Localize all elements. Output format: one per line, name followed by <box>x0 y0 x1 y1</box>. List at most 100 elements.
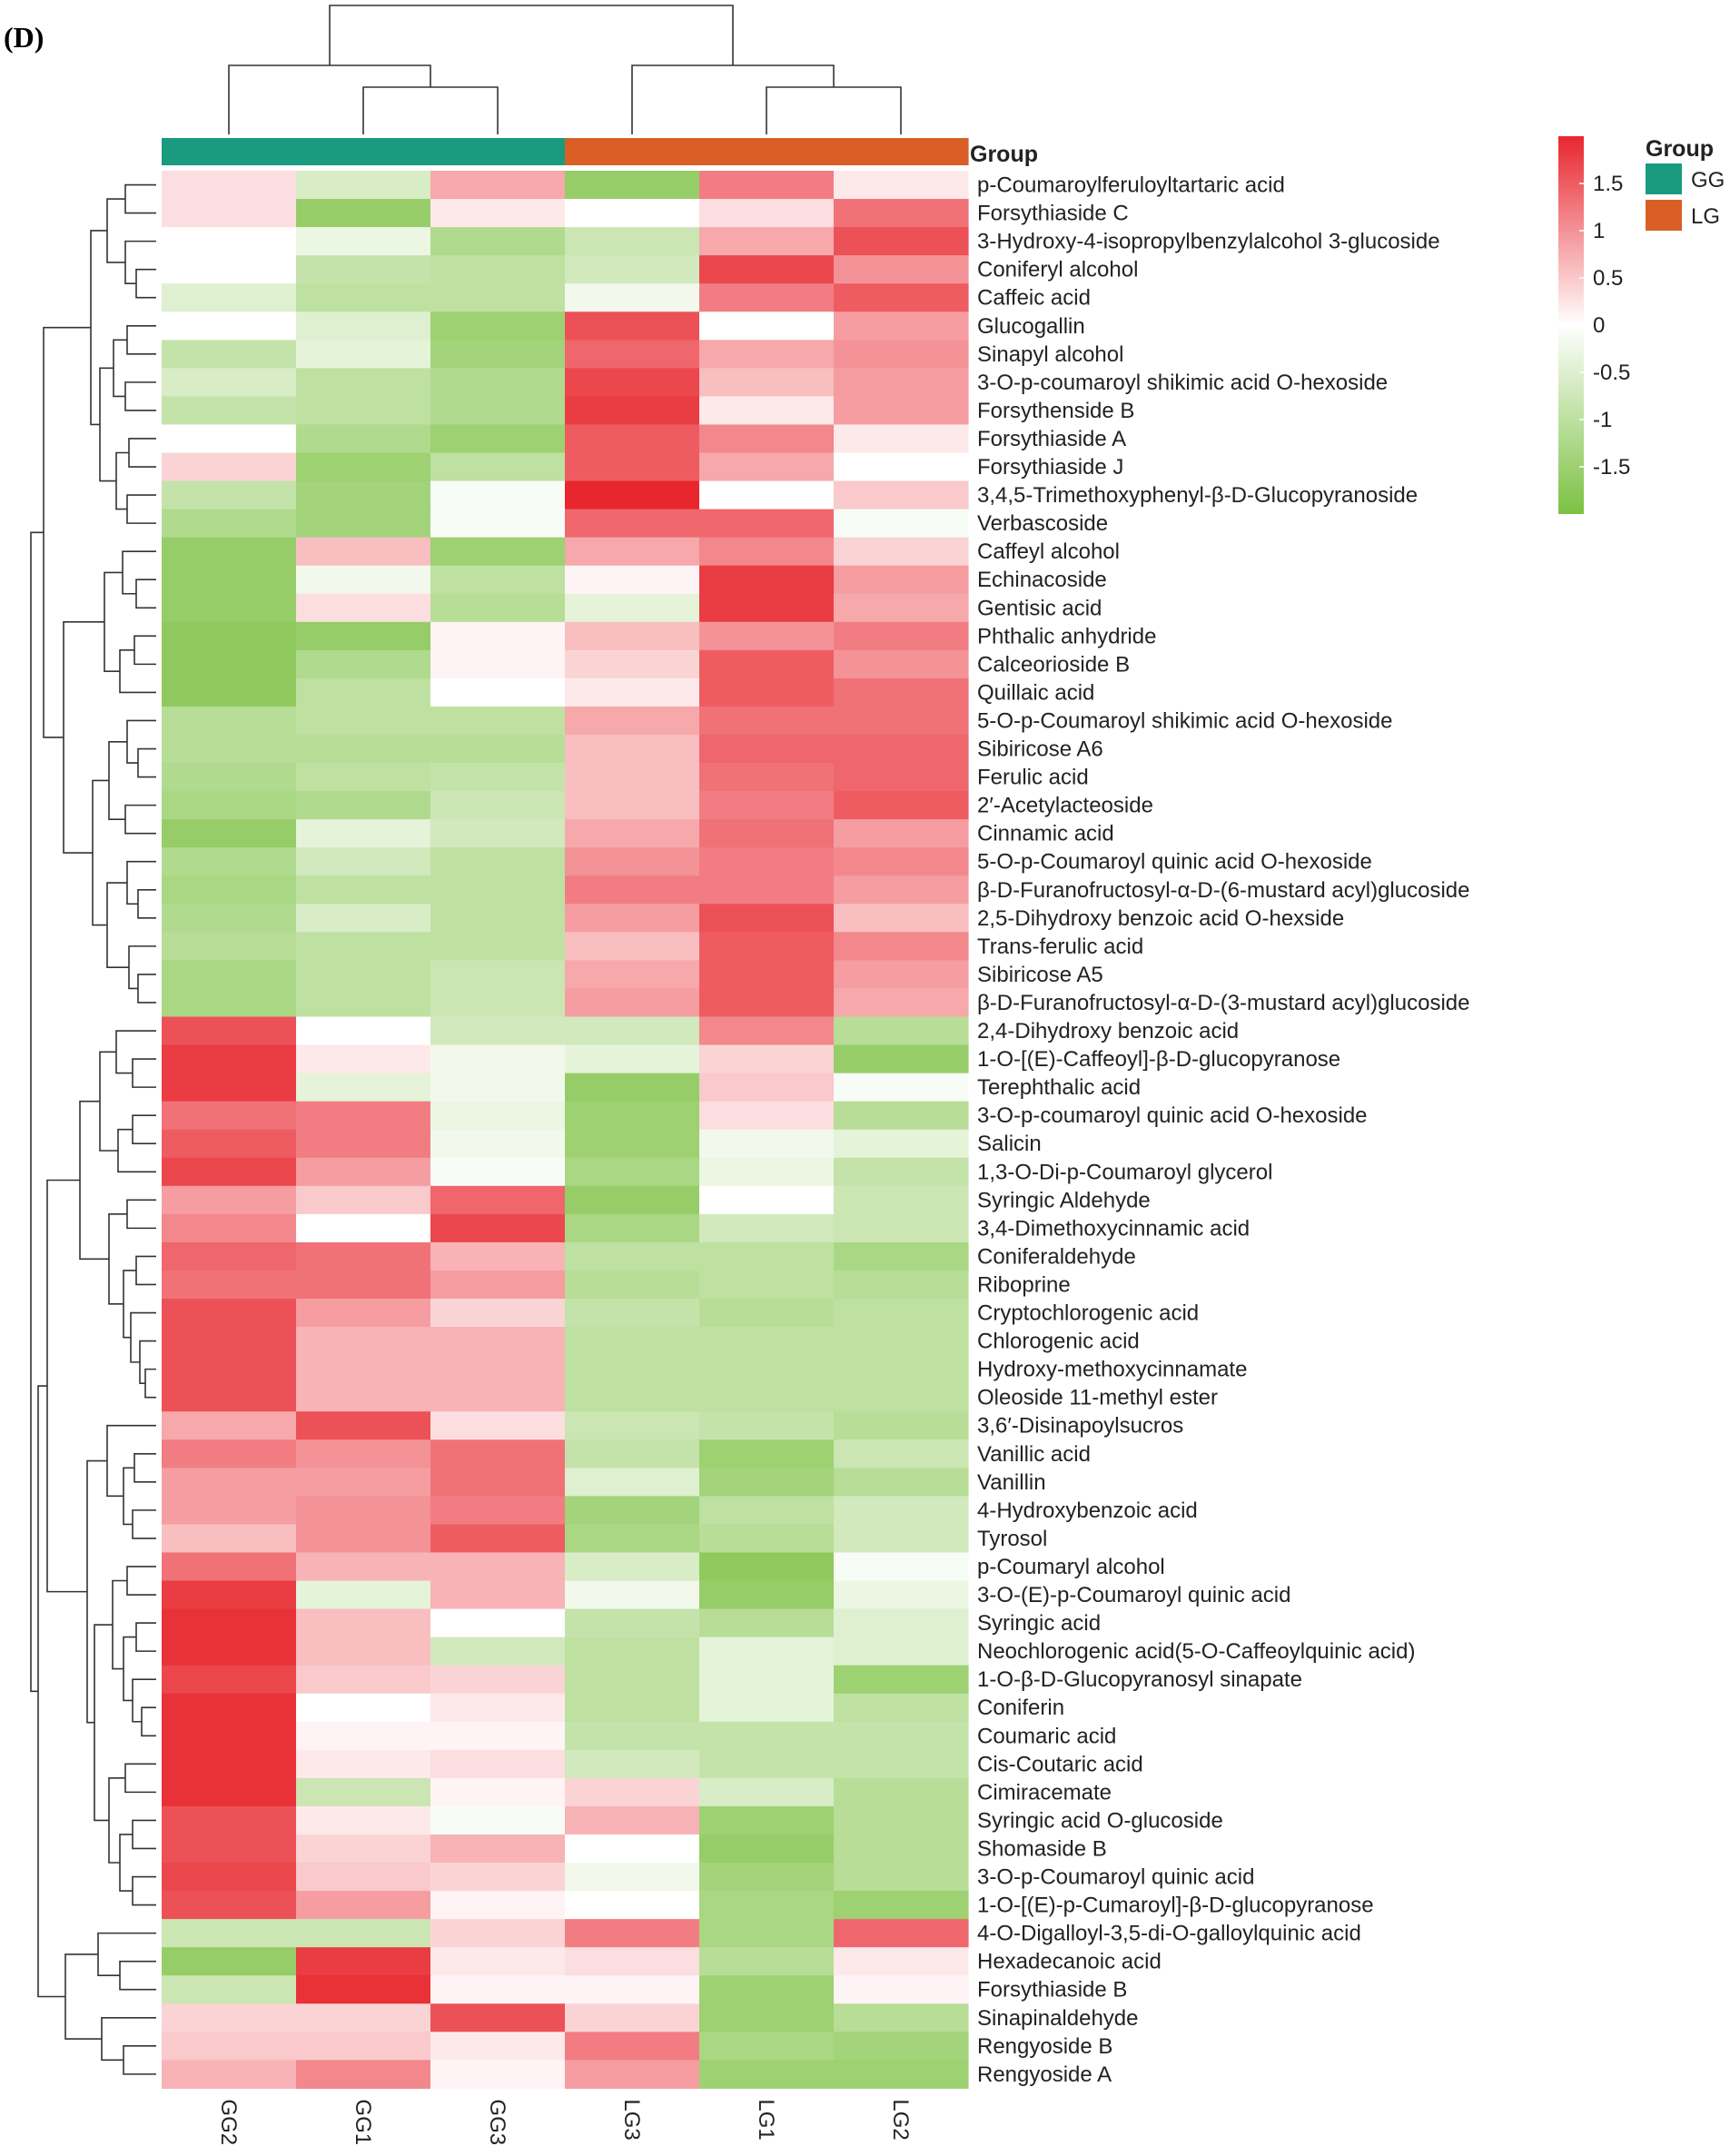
group-annotation-title: Group <box>970 142 1038 167</box>
heatmap-cell <box>699 650 835 679</box>
row-label: p-Coumaryl alcohol <box>977 1555 1165 1579</box>
row-dendrogram-branch <box>65 1954 102 2039</box>
heatmap-cell <box>699 1975 835 2004</box>
row-label: Rengyoside A <box>977 2062 1112 2087</box>
row-dendrogram-branch <box>120 1835 133 1891</box>
heatmap-cell <box>834 1750 969 1779</box>
heatmap-cell <box>430 1496 566 1525</box>
heatmap-cell <box>699 396 835 425</box>
heatmap-cell <box>430 1214 566 1243</box>
heatmap-cell <box>834 904 969 933</box>
heatmap-cell <box>699 1891 835 1920</box>
heatmap-cell <box>565 1186 700 1215</box>
row-label: Coniferin <box>977 1696 1064 1720</box>
heatmap-cell <box>296 1411 431 1440</box>
column-dendrogram-branch <box>229 65 430 134</box>
heatmap-cell <box>296 1947 431 1976</box>
heatmap-cell <box>834 2060 969 2089</box>
heatmap-cell <box>162 1637 297 1666</box>
heatmap-cell <box>162 1863 297 1892</box>
heatmap-cell <box>699 1017 835 1046</box>
heatmap-cell <box>834 1130 969 1159</box>
row-label: Trans-ferulic acid <box>977 935 1143 959</box>
heatmap-cell <box>699 763 835 792</box>
row-dendrogram-branch <box>109 1214 127 1304</box>
heatmap-cell <box>834 1496 969 1525</box>
row-dendrogram-branch <box>127 862 156 905</box>
heatmap-cell <box>699 509 835 539</box>
heatmap-cell <box>162 1242 297 1271</box>
heatmap-cell <box>565 791 700 820</box>
heatmap-cell <box>162 847 297 876</box>
row-label: Vanillic acid <box>977 1442 1091 1467</box>
heatmap-cell <box>565 1722 700 1751</box>
row-dendrogram-branch <box>109 742 127 819</box>
heatmap-cell <box>296 1778 431 1807</box>
heatmap-cell <box>699 227 835 256</box>
row-label: Chlorogenic acid <box>977 1330 1140 1354</box>
heatmap-cell <box>296 171 431 200</box>
row-dendrogram-branch <box>107 199 125 262</box>
heatmap-cell <box>565 453 700 482</box>
heatmap-cell <box>430 1637 566 1666</box>
row-dendrogram-branch <box>91 231 107 424</box>
heatmap-cell <box>162 707 297 736</box>
heatmap-cell <box>699 678 835 707</box>
heatmap-cell <box>430 1017 566 1046</box>
heatmap-cell <box>834 1581 969 1610</box>
heatmap-cell <box>430 312 566 341</box>
heatmap-cell <box>699 988 835 1017</box>
row-label: Hydroxy-methoxycinnamate <box>977 1358 1247 1382</box>
row-dendrogram-branch <box>136 270 156 298</box>
heatmap-cell <box>296 1750 431 1779</box>
heatmap-cell <box>162 1552 297 1581</box>
heatmap-cell <box>296 1863 431 1892</box>
heatmap-cell <box>162 1694 297 1723</box>
heatmap-cell <box>834 1271 969 1300</box>
heatmap-cell <box>430 1975 566 2004</box>
row-dendrogram-branch <box>133 1820 156 1848</box>
heatmap-cell <box>162 2032 297 2061</box>
row-dendrogram-branch <box>94 1625 113 1820</box>
row-label: 1-O-β-D-Glucopyranosyl sinapate <box>977 1667 1302 1692</box>
row-label: 1,3-O-Di-p-Coumaroyl glycerol <box>977 1160 1272 1184</box>
row-dendrogram-branch <box>47 1180 87 1591</box>
heatmap-cell <box>430 1609 566 1638</box>
heatmap-cell <box>565 1130 700 1159</box>
heatmap-cell <box>699 1271 835 1300</box>
heatmap-cell <box>430 988 566 1017</box>
row-label: Syringic acid <box>977 1611 1101 1636</box>
heatmap-cell <box>834 735 969 764</box>
row-label: Oleoside 11-methyl ester <box>977 1386 1218 1410</box>
heatmap-cell <box>162 904 297 933</box>
row-label: 4-O-Digalloyl-3,5-di-O-galloylquinic aci… <box>977 1922 1361 1946</box>
heatmap-cell <box>699 283 835 312</box>
heatmap-cell <box>699 1806 835 1835</box>
heatmap-cell <box>162 1130 297 1159</box>
row-dendrogram-branch <box>64 622 93 853</box>
heatmap-cell <box>699 1496 835 1525</box>
heatmap-cell <box>699 1947 835 1976</box>
heatmap-cell <box>565 1102 700 1131</box>
heatmap-cell <box>699 904 835 933</box>
heatmap-cell <box>565 227 700 256</box>
heatmap-cell <box>162 283 297 312</box>
heatmap-cell <box>834 1214 969 1243</box>
group-legend-label: LG <box>1691 204 1720 229</box>
heatmap-cell <box>296 960 431 989</box>
heatmap-cell <box>834 763 969 792</box>
heatmap-cell <box>430 509 566 539</box>
heatmap-cell <box>565 594 700 623</box>
heatmap-cell <box>430 932 566 961</box>
heatmap-cell <box>162 1102 297 1131</box>
heatmap-cell <box>699 1637 835 1666</box>
heatmap-cell <box>699 2060 835 2089</box>
row-dendrogram-branch <box>102 2018 156 2061</box>
heatmap-cell <box>699 1214 835 1243</box>
heatmap-cell <box>834 396 969 425</box>
heatmap-cell <box>162 622 297 651</box>
panel-label: (D) <box>4 21 44 54</box>
group-bar-segment <box>430 138 566 165</box>
heatmap-cell <box>162 988 297 1017</box>
heatmap-cell <box>565 340 700 369</box>
